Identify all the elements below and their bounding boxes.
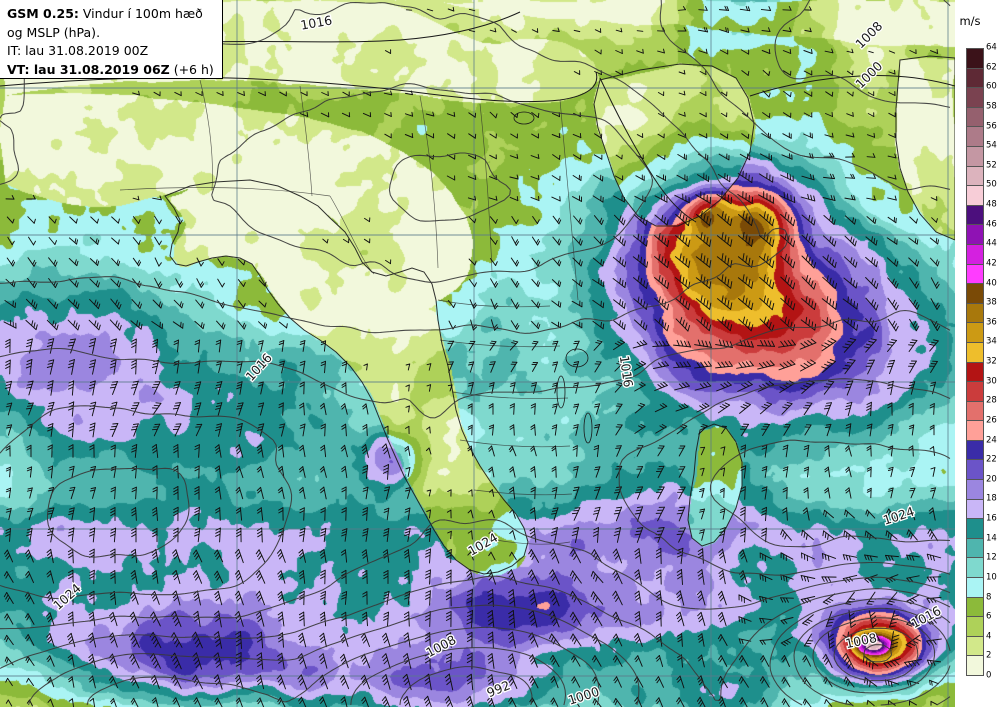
parameter-label: Vindur í 100m hæð — [78, 6, 203, 21]
weather-map[interactable]: 1016 1008 1000 1016 1016 1024 1024 1024 1008 992 1… — [0, 0, 955, 707]
legend-tick-18: 18 — [986, 493, 997, 504]
lat-lon-grid — [0, 0, 955, 707]
legend-tick-44: 44 — [986, 238, 997, 249]
valid-time-value: VT: lau 31.08.2019 06Z — [7, 61, 170, 77]
info-line-parameter-cont: og MSLP (hPa). — [7, 24, 101, 40]
legend-swatch-48-50 — [967, 186, 983, 206]
legend-swatch-0-2 — [967, 656, 983, 675]
legend-tick-42: 42 — [986, 258, 997, 269]
legend-tick-64: 64 — [986, 42, 997, 53]
legend-swatch-44-46 — [967, 225, 983, 245]
isobar-label: 1024 — [465, 530, 500, 559]
isobar-label: 1000 — [566, 684, 601, 707]
isobar-label: 1024 — [881, 504, 916, 528]
legend-swatch-22-24 — [967, 440, 983, 461]
legend-tick-58: 58 — [986, 101, 997, 112]
legend-tick-6: 6 — [986, 611, 992, 622]
legend-tick-30: 30 — [986, 376, 997, 387]
legend-tick-labels: 64 62 60 58 56 54 52 50 48 46 44 42 40 38 36 34 32 30 28 26… — [986, 43, 1000, 680]
legend-tick-26: 26 — [986, 415, 997, 426]
legend-tick-24: 24 — [986, 435, 997, 445]
legend-color-bar — [966, 48, 984, 676]
legend-swatch-28-30 — [967, 382, 983, 402]
wind-barb-layer — [3, 5, 942, 707]
legend-swatch-4-6 — [967, 617, 983, 637]
isobar-layer — [0, 0, 951, 706]
legend-tick-36: 36 — [986, 317, 997, 328]
isobar-label: 1016 — [299, 12, 333, 32]
legend-tick-10: 10 — [986, 572, 997, 583]
color-scale-legend: m/s 64 62 60 58 56 54 52 50 48 46 44 42 40 38 36 34 32 30… — [955, 0, 1000, 707]
legend-tick-52: 52 — [986, 160, 997, 171]
isobar-label: 1008 — [852, 18, 885, 51]
legend-swatch-8-10 — [967, 578, 983, 598]
wind-speed-field-canvas — [0, 0, 955, 707]
legend-tick-0: 0 — [986, 670, 992, 681]
legend-swatch-62-64 — [967, 49, 983, 69]
legend-tick-34: 34 — [986, 336, 997, 347]
info-line-model: GSM 0.25: Vindur í 100m hæð — [7, 5, 215, 24]
legend-tick-22: 22 — [986, 454, 997, 465]
legend-tick-28: 28 — [986, 395, 997, 406]
legend-swatch-32-34 — [967, 342, 983, 363]
legend-swatch-36-38 — [967, 303, 983, 324]
legend-swatch-50-52 — [967, 166, 983, 187]
legend-swatch-56-58 — [967, 107, 983, 128]
isobar-label: 1016 — [242, 350, 274, 384]
legend-tick-60: 60 — [986, 81, 997, 92]
info-line-valid-time: VT: lau 31.08.2019 06Z (+6 h) — [7, 61, 215, 80]
legend-swatch-24-26 — [967, 421, 983, 441]
legend-tick-8: 8 — [986, 592, 992, 602]
legend-tick-20: 20 — [986, 474, 997, 485]
legend-swatch-18-20 — [967, 480, 983, 500]
legend-tick-12: 12 — [986, 552, 997, 563]
legend-tick-32: 32 — [986, 356, 997, 367]
legend-swatch-52-54 — [967, 146, 983, 167]
model-name: GSM 0.25: — [7, 6, 79, 21]
legend-swatch-54-56 — [967, 127, 983, 147]
legend-tick-2: 2 — [986, 650, 992, 661]
legend-swatch-40-42 — [967, 264, 983, 285]
forecast-hour-value: (+6 h) — [169, 61, 214, 77]
legend-tick-38: 38 — [986, 297, 997, 308]
legend-tick-50: 50 — [986, 179, 997, 190]
legend-swatch-58-60 — [967, 88, 983, 108]
legend-swatch-38-40 — [967, 284, 983, 304]
legend-swatch-16-18 — [967, 499, 983, 520]
legend-swatch-34-36 — [967, 323, 983, 343]
legend-swatch-26-28 — [967, 401, 983, 422]
legend-tick-48: 48 — [986, 199, 997, 210]
legend-swatch-12-14 — [967, 538, 983, 559]
legend-tick-40: 40 — [986, 278, 997, 288]
map-info-box: GSM 0.25: Vindur í 100m hæð og MSLP (hPa… — [0, 0, 223, 79]
legend-tick-16: 16 — [986, 513, 997, 524]
isobar-label: 1016 — [908, 603, 943, 631]
legend-tick-14: 14 — [986, 533, 997, 544]
isobar-label: 1000 — [852, 58, 885, 91]
legend-tick-62: 62 — [986, 62, 997, 73]
legend-tick-4: 4 — [986, 631, 992, 642]
legend-tick-54: 54 — [986, 140, 997, 151]
legend-swatch-10-12 — [967, 558, 983, 579]
info-line-init-time: IT: lau 31.08.2019 00Z — [7, 43, 149, 58]
legend-unit-label: m/s — [959, 14, 981, 28]
legend-swatch-30-32 — [967, 362, 983, 383]
isobar-label: 1008 — [844, 630, 878, 651]
legend-swatch-14-16 — [967, 519, 983, 539]
legend-swatch-2-4 — [967, 636, 983, 657]
legend-swatch-46-48 — [967, 205, 983, 226]
legend-tick-56: 56 — [986, 121, 997, 131]
legend-swatch-6-8 — [967, 597, 983, 618]
legend-swatch-20-22 — [967, 460, 983, 481]
isobar-label: 1024 — [50, 580, 84, 612]
legend-swatch-60-62 — [967, 68, 983, 89]
legend-swatch-42-44 — [967, 244, 983, 265]
isobar-label: 1016 — [617, 355, 636, 389]
legend-tick-46: 46 — [986, 219, 997, 230]
